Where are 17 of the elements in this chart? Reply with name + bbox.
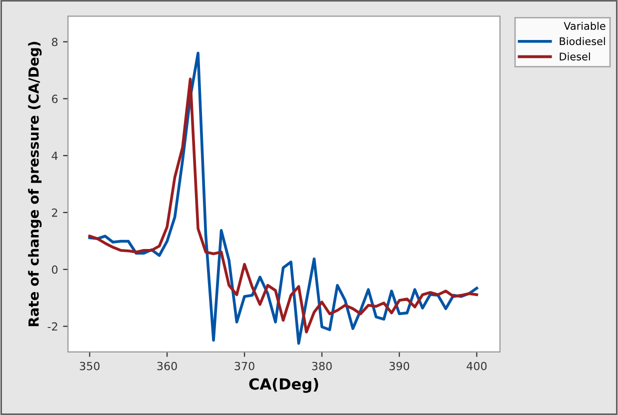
y-tick-label: 2 [52,208,58,217]
x-tick-label: 380 [312,362,332,370]
legend-label: Biodiesel [560,37,605,46]
y-tick-label: 6 [52,94,58,104]
legend-label: Diesel [560,52,590,60]
y-tick-label: 4 [52,152,58,160]
x-tick-label: 360 [157,362,177,370]
legend-title: Variable [564,22,606,30]
y-tick-label: 0 [52,265,58,274]
x-tick-label: 400 [466,362,487,370]
x-axis-title: CA(Deg) [249,378,318,393]
y-tick-label: -2 [48,322,58,331]
y-axis-title: Rate of change of pressure (CA/Deg) [28,42,42,326]
x-tick-label: 370 [234,362,254,370]
y-tick-label: 8 [52,38,58,46]
x-tick-label: 350 [80,362,100,370]
x-tick-label: 390 [390,362,410,370]
